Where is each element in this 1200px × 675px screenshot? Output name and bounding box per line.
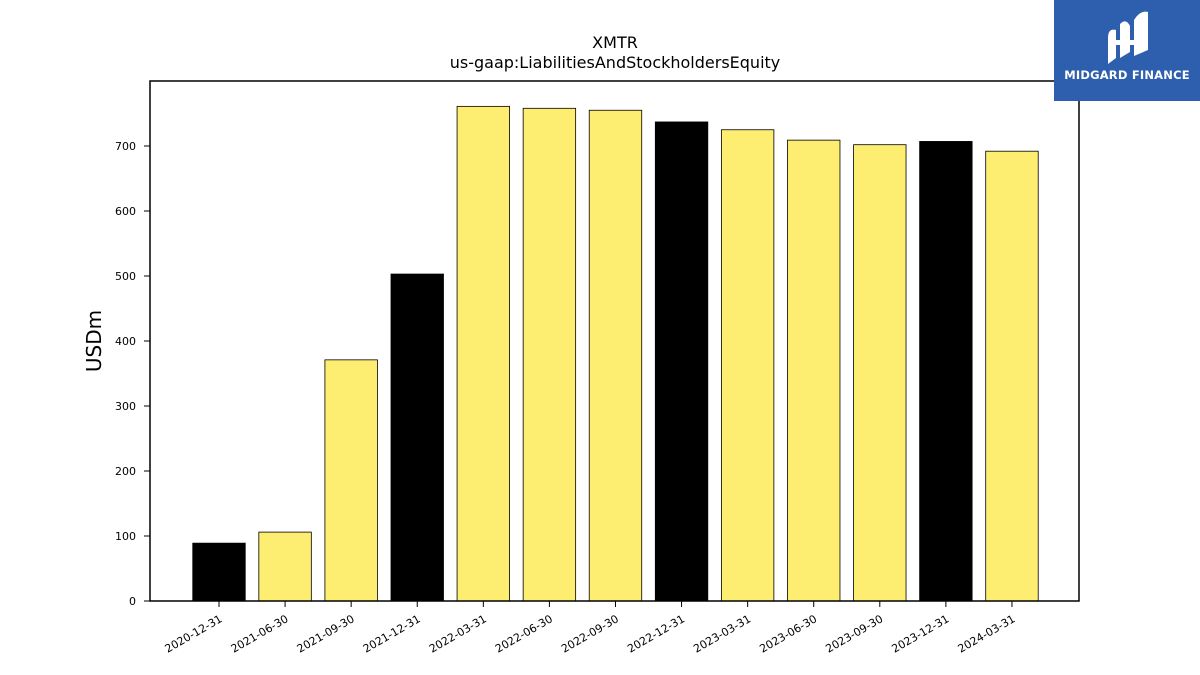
chart-title: XMTR (592, 33, 638, 52)
bar-2021-06-30 (258, 531, 312, 602)
chart-subtitle: us-gaap:LiabilitiesAndStockholdersEquity (450, 53, 781, 72)
x-tick-label: 2022-12-31 (625, 612, 687, 655)
x-axis-ticks: 2020-12-31 2021-06-30 2021-09-30 2021-12-31… (163, 601, 1018, 656)
bar-2023-09-30 (853, 144, 907, 602)
bar-2021-12-31 (390, 273, 444, 602)
bar-2023-12-31 (919, 141, 973, 602)
bar-2023-06-30 (787, 139, 841, 602)
logo-mark-icon (1108, 11, 1148, 64)
x-tick-label: 2020-12-31 (163, 612, 225, 655)
x-tick-label: 2023-03-31 (691, 612, 753, 655)
x-tick-label: 2023-09-30 (823, 612, 885, 655)
bar-2022-12-31 (654, 121, 709, 602)
bars-group (192, 105, 1039, 602)
x-tick-label: 2022-06-30 (493, 612, 555, 655)
bar-2021-09-30 (324, 359, 378, 602)
y-tick-label: 200 (115, 465, 136, 478)
x-tick-label: 2022-03-31 (427, 612, 489, 655)
x-tick-label: 2023-12-31 (890, 612, 952, 655)
bar-2020-12-31 (192, 542, 246, 602)
y-tick-label: 700 (115, 140, 136, 153)
y-tick-label: 600 (115, 205, 136, 218)
y-tick-label: 500 (115, 270, 136, 283)
bar-2022-03-31 (456, 105, 510, 602)
y-tick-label: 0 (129, 595, 136, 608)
brand-logo: MIDGARD FINANCE (1054, 0, 1200, 101)
x-tick-label: 2023-06-30 (757, 612, 819, 655)
bar-2022-06-30 (522, 107, 577, 602)
logo-text: MIDGARD FINANCE (1064, 68, 1190, 82)
y-tick-label: 300 (115, 400, 136, 413)
y-axis-ticks: 0 100 200 300 400 500 600 700 (115, 140, 150, 608)
x-tick-label: 2022-09-30 (559, 612, 621, 655)
x-tick-label: 2021-06-30 (229, 612, 291, 655)
bar-2022-09-30 (588, 109, 643, 602)
plot-frame (149, 80, 1080, 602)
bar-2024-03-31 (985, 150, 1039, 602)
y-axis-label: USDm (82, 310, 106, 372)
x-tick-label: 2021-12-31 (361, 612, 423, 655)
y-tick-label: 100 (115, 530, 136, 543)
y-tick-label: 400 (115, 335, 136, 348)
bar-2023-03-31 (720, 129, 775, 602)
x-tick-label: 2021-09-30 (295, 612, 357, 655)
x-tick-label: 2024-03-31 (956, 612, 1018, 655)
